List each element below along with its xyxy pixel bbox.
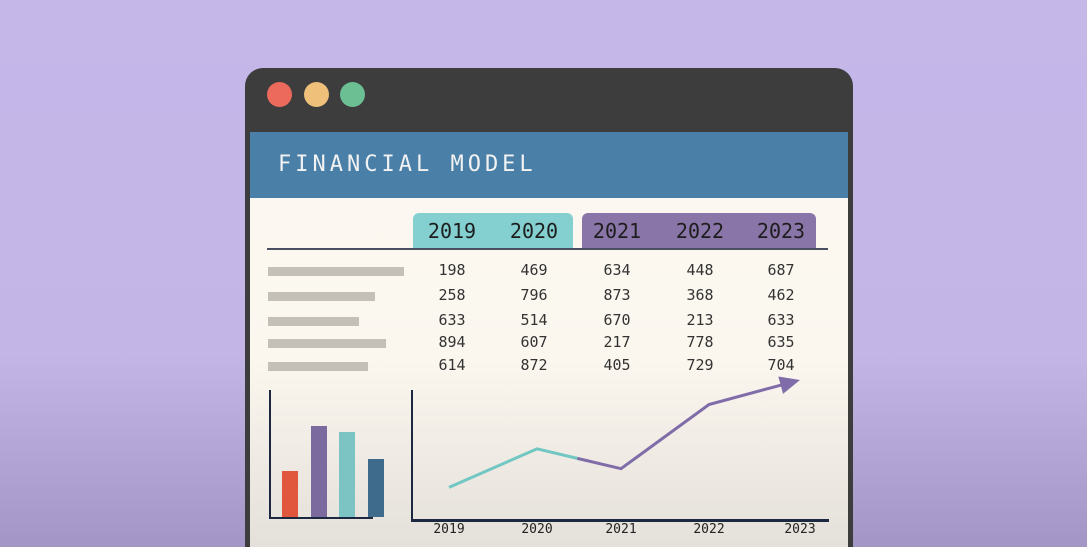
actual-years-tab (413, 213, 573, 248)
table-cell: 633 (767, 311, 795, 329)
column-header-2022: 2022 (675, 219, 725, 243)
line-series-actual (448, 447, 578, 489)
app-window: FINANCIAL MODEL 2019 2020 2021 2022 2023 198… (245, 68, 853, 547)
row-label-placeholder (268, 292, 375, 301)
table-cell: 607 (520, 333, 548, 351)
maximize-button[interactable] (340, 82, 365, 107)
table-cell: 778 (686, 333, 714, 351)
arrow-icon (778, 376, 800, 394)
forecast-years-tab (582, 213, 816, 248)
bar-4 (367, 458, 384, 517)
page-title: FINANCIAL MODEL (278, 152, 537, 177)
table-cell: 687 (767, 261, 795, 279)
table-cell: 448 (686, 261, 714, 279)
x-tick-label: 2023 (784, 522, 816, 537)
table-cell: 635 (767, 333, 795, 351)
row-label-placeholder (268, 362, 368, 371)
table-cell: 405 (603, 356, 631, 374)
row-label-placeholder (268, 267, 404, 276)
close-button[interactable] (267, 82, 292, 107)
minimize-button[interactable] (304, 82, 329, 107)
x-tick-label: 2021 (605, 522, 637, 537)
line-chart-y-axis (411, 390, 413, 521)
table-cell: 198 (438, 261, 466, 279)
table-cell: 368 (686, 286, 714, 304)
table-cell: 873 (603, 286, 631, 304)
column-header-2023: 2023 (756, 219, 806, 243)
table-cell: 462 (767, 286, 795, 304)
bar-3 (339, 431, 355, 517)
column-header-2020: 2020 (509, 219, 559, 243)
table-cell: 213 (686, 311, 714, 329)
column-header-2021: 2021 (592, 219, 642, 243)
table-cell: 514 (520, 311, 548, 329)
row-label-placeholder (268, 339, 386, 348)
bar-chart-y-axis (269, 390, 271, 519)
table-cell: 469 (520, 261, 548, 279)
line-chart (448, 376, 800, 489)
table-cell: 633 (438, 311, 466, 329)
bar-chart-x-axis (269, 517, 373, 519)
table-cell: 894 (438, 333, 466, 351)
x-tick-label: 2022 (693, 522, 725, 537)
bar-2 (310, 425, 327, 517)
table-cell: 704 (767, 356, 795, 374)
line-chart-x-axis (411, 519, 829, 522)
x-tick-label: 2019 (433, 522, 465, 537)
header-divider (267, 248, 828, 250)
table-cell: 634 (603, 261, 631, 279)
table-cell: 670 (603, 311, 631, 329)
table-cell: 217 (603, 333, 631, 351)
table-cell: 729 (686, 356, 714, 374)
table-cell: 872 (520, 356, 548, 374)
table-cell: 796 (520, 286, 548, 304)
bar-1 (282, 471, 298, 517)
column-header-2019: 2019 (427, 219, 477, 243)
line-series-forecast (576, 382, 787, 471)
content-area: FINANCIAL MODEL 2019 2020 2021 2022 2023 198… (250, 132, 848, 547)
row-label-placeholder (268, 317, 359, 326)
table-cell: 614 (438, 356, 466, 374)
header-bar: FINANCIAL MODEL (250, 132, 848, 198)
table-cell: 258 (438, 286, 466, 304)
bar-chart (271, 390, 384, 517)
x-tick-label: 2020 (521, 522, 553, 537)
